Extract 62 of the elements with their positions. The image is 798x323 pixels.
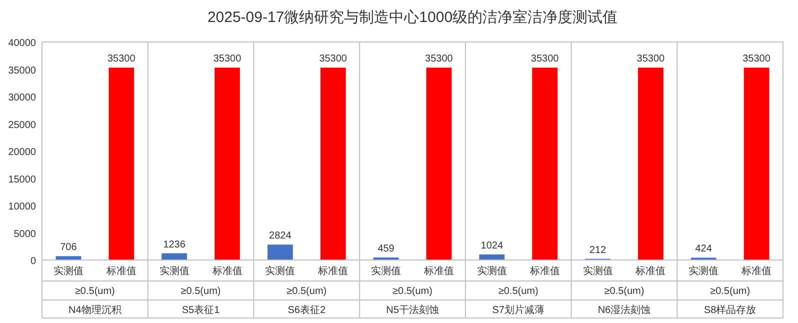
text: ≥0.5(um): [392, 286, 432, 297]
x-tick-label: 标准值: [317, 265, 348, 277]
x-tick-label: 实测值: [53, 265, 84, 277]
x-tick-label: 实测值: [265, 265, 296, 277]
y-tick-label: 25000: [8, 120, 36, 131]
bar: [532, 68, 558, 260]
bar: [320, 68, 346, 260]
chart-title: 2025-09-17微纳研究与制造中心1000级的洁净室洁净度测试值: [207, 9, 618, 26]
bar: [214, 68, 240, 260]
text: ≥0.5(um): [498, 286, 538, 297]
data-label: 1236: [163, 239, 186, 250]
y-tick-label: 5000: [14, 228, 36, 240]
y-tick-label: 20000: [8, 147, 36, 158]
text: S6表征2: [288, 304, 326, 316]
text: N6湿法刻蚀: [598, 304, 651, 316]
y-tick-label: 30000: [8, 92, 36, 104]
x-tick-label: 实测值: [371, 265, 402, 277]
text: ≥0.5(um): [180, 286, 221, 297]
y-tick-label: 35000: [8, 65, 36, 76]
x-tick-label: 标准值: [211, 265, 242, 277]
text: ≥0.5(um): [74, 286, 115, 297]
text: S8样品存放: [704, 304, 756, 316]
x-tick-label: 标准值: [528, 265, 560, 277]
bar: [426, 68, 452, 260]
bar: [638, 68, 664, 260]
x-tick-label: 标准值: [740, 265, 772, 277]
x-tick-label: 实测值: [476, 265, 507, 277]
data-label: 212: [589, 244, 607, 256]
bar: [108, 68, 134, 260]
bar: [56, 256, 82, 260]
data-label: 35300: [530, 54, 560, 65]
data-label: 424: [695, 244, 712, 255]
data-label: 35300: [213, 54, 242, 65]
text: ≥0.5(um): [286, 286, 327, 297]
data-label: 35300: [107, 54, 136, 65]
text: N5干法刻蚀: [386, 304, 439, 316]
data-label: 35300: [636, 54, 666, 65]
y-tick-label: 40000: [8, 38, 36, 49]
x-tick-label: 实测值: [159, 265, 190, 277]
bar: [267, 244, 293, 260]
bar: [479, 254, 505, 260]
x-tick-label: 实测值: [582, 265, 613, 277]
data-label: 1024: [480, 240, 504, 252]
text: S5表征1: [182, 304, 220, 316]
text: S7划片减薄: [492, 304, 544, 316]
y-tick-label: 0: [30, 256, 36, 267]
data-label: 706: [60, 242, 78, 254]
bar: [744, 68, 770, 260]
x-tick-label: 标准值: [634, 265, 666, 277]
x-tick-label: 标准值: [422, 265, 454, 277]
data-label: 35300: [742, 54, 771, 65]
data-label: 2824: [269, 230, 292, 242]
text: ≥0.5(um): [710, 286, 750, 297]
text: ≥0.5(um): [604, 286, 644, 297]
x-tick-label: 实测值: [688, 265, 719, 277]
x-tick-label: 标准值: [105, 265, 136, 277]
data-label: 35300: [425, 54, 454, 65]
data-label: 35300: [319, 54, 348, 65]
data-label: 459: [378, 244, 395, 254]
y-tick-label: 15000: [8, 174, 36, 186]
y-tick-label: 10000: [8, 202, 36, 212]
text: N4物理沉积: [68, 304, 122, 316]
